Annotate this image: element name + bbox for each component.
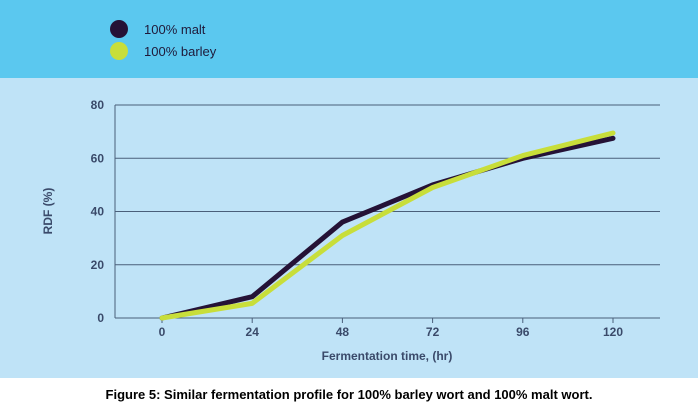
legend-label-malt: 100% malt — [144, 21, 206, 37]
series-line-barley — [159, 130, 616, 321]
series-lines — [159, 130, 616, 321]
x-tick-label: 72 — [426, 325, 440, 339]
legend-item-barley: 100% barley — [110, 40, 216, 62]
y-axis-label: RDF (%) — [41, 188, 55, 235]
x-axis-label: Fermentation time, (hr) — [322, 349, 453, 363]
x-tick-label: 96 — [516, 325, 530, 339]
x-tick-label: 48 — [336, 325, 350, 339]
tick-labels: 0 20 40 60 80 0 24 48 72 96 120 — [91, 98, 624, 339]
x-tick-label: 24 — [246, 325, 260, 339]
y-tick-label: 40 — [91, 205, 105, 219]
y-tick-label: 60 — [91, 151, 105, 165]
y-tick-label: 20 — [91, 258, 105, 272]
legend-item-malt: 100% malt — [110, 18, 216, 40]
legend-swatch-barley — [110, 42, 128, 60]
series-line-malt — [159, 135, 616, 321]
legend-swatch-malt — [110, 20, 128, 38]
x-tick-label: 120 — [603, 325, 623, 339]
chart-legend: 100% malt 100% barley — [110, 18, 216, 62]
chart-panel — [0, 78, 698, 378]
figure-caption: Figure 5: Similar fermentation profile f… — [105, 387, 593, 402]
y-tick-label: 80 — [91, 98, 105, 112]
x-tick-label: 0 — [159, 325, 166, 339]
header-band — [0, 0, 698, 78]
line-chart: 0 20 40 60 80 0 24 48 72 96 120 RDF (%) Fermentati… — [41, 98, 660, 363]
y-tick-label: 0 — [97, 311, 104, 325]
legend-label-barley: 100% barley — [144, 43, 217, 59]
